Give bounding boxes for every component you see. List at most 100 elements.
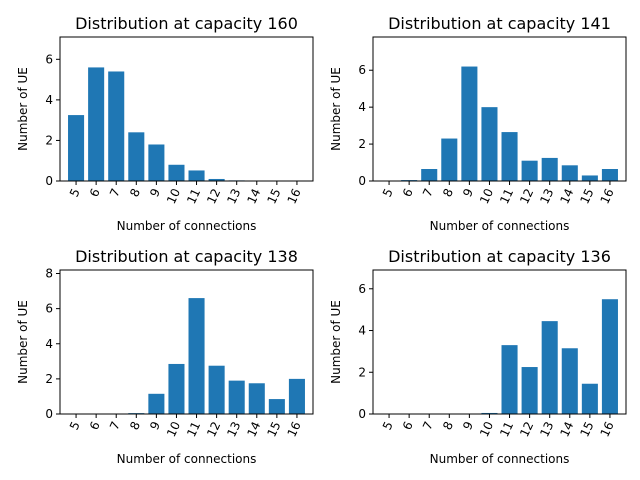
x-tick-label: 10 <box>164 186 183 206</box>
bar-7 <box>108 71 125 181</box>
bar-14 <box>248 383 265 414</box>
x-tick-label: 7 <box>420 419 436 432</box>
axes-frame <box>59 269 314 415</box>
x-axis-label: Number of connections <box>430 219 570 233</box>
x-axis-label: Number of connections <box>117 219 257 233</box>
x-tick-label: 8 <box>440 186 456 199</box>
y-tick-label: 2 <box>358 365 366 379</box>
x-tick-label: 9 <box>460 186 476 199</box>
y-axis-label: Number of UE <box>16 300 30 384</box>
x-tick-label: 16 <box>598 419 617 439</box>
x-tick-label: 5 <box>67 186 83 199</box>
x-tick-label: 5 <box>67 419 83 432</box>
bar-8 <box>441 138 458 181</box>
x-tick-label: 13 <box>224 186 243 206</box>
y-tick-label: 0 <box>45 407 53 421</box>
x-tick-label: 16 <box>285 186 304 206</box>
y-tick-label: 0 <box>45 174 53 188</box>
y-axis-label: Number of UE <box>329 300 343 384</box>
bar-6 <box>88 67 105 181</box>
bar-14 <box>561 165 578 181</box>
chart-title: Distribution at capacity 136 <box>388 247 611 266</box>
x-tick-label: 15 <box>577 186 596 206</box>
x-tick-label: 6 <box>400 419 416 432</box>
bar-11 <box>501 345 518 414</box>
bar-7 <box>421 169 438 181</box>
x-tick-label: 10 <box>164 419 183 439</box>
x-tick-label: 9 <box>147 186 163 199</box>
y-tick-label: 2 <box>358 137 366 151</box>
bar-9 <box>148 144 165 181</box>
x-tick-label: 11 <box>184 186 203 206</box>
chart-title: Distribution at capacity 141 <box>388 14 611 33</box>
y-tick-label: 2 <box>45 372 53 386</box>
x-tick-label: 12 <box>204 419 223 439</box>
bar-13 <box>541 157 558 181</box>
x-tick-label: 7 <box>107 186 123 199</box>
x-tick-label: 15 <box>264 419 283 439</box>
bar-9 <box>461 66 478 181</box>
x-tick-label: 8 <box>440 419 456 432</box>
y-tick-label: 0 <box>358 174 366 188</box>
y-tick-label: 2 <box>45 133 53 147</box>
y-tick-label: 4 <box>45 93 53 107</box>
bar-16 <box>601 169 618 181</box>
bar-9 <box>148 393 165 414</box>
y-tick-label: 6 <box>358 282 366 296</box>
x-tick-label: 10 <box>477 419 496 439</box>
bar-12 <box>521 160 538 181</box>
x-tick-label: 15 <box>577 419 596 439</box>
x-tick-label: 10 <box>477 186 496 206</box>
bar-11 <box>188 298 205 414</box>
x-tick-label: 16 <box>598 186 617 206</box>
x-tick-label: 6 <box>87 419 103 432</box>
bar-13 <box>228 380 245 414</box>
chart-title: Distribution at capacity 138 <box>75 247 298 266</box>
y-tick-label: 6 <box>45 302 53 316</box>
x-tick-label: 6 <box>400 186 416 199</box>
x-tick-label: 5 <box>380 186 396 199</box>
bar-11 <box>501 132 518 181</box>
bar-12 <box>521 367 538 414</box>
bar-15 <box>581 383 598 414</box>
x-tick-label: 7 <box>107 419 123 432</box>
x-tick-label: 13 <box>224 419 243 439</box>
y-tick-label: 4 <box>358 324 366 338</box>
x-tick-label: 9 <box>147 419 163 432</box>
x-tick-label: 9 <box>460 419 476 432</box>
x-axis-label: Number of connections <box>430 452 570 466</box>
axes-frame <box>372 269 627 415</box>
bar-10 <box>168 363 185 414</box>
y-tick-label: 0 <box>358 407 366 421</box>
x-tick-label: 11 <box>497 419 516 439</box>
bar-15 <box>581 175 598 181</box>
bar-12 <box>208 365 225 414</box>
y-tick-label: 4 <box>358 100 366 114</box>
bar-10 <box>168 164 185 181</box>
bar-16 <box>601 299 618 414</box>
bar-11 <box>188 170 205 181</box>
bar-14 <box>561 348 578 414</box>
x-tick-label: 11 <box>497 186 516 206</box>
x-tick-label: 12 <box>204 186 223 206</box>
x-axis-label: Number of connections <box>117 452 257 466</box>
bar-8 <box>128 132 145 181</box>
x-tick-label: 8 <box>127 419 143 432</box>
x-tick-label: 8 <box>127 186 143 199</box>
bar-10 <box>481 412 498 414</box>
y-tick-label: 4 <box>45 337 53 351</box>
bar-15 <box>268 399 285 414</box>
x-tick-label: 13 <box>537 419 556 439</box>
x-tick-label: 12 <box>517 186 536 206</box>
x-tick-label: 14 <box>244 186 263 206</box>
y-axis-label: Number of UE <box>16 67 30 151</box>
y-tick-label: 6 <box>45 52 53 66</box>
x-tick-label: 7 <box>420 186 436 199</box>
x-tick-label: 14 <box>557 419 576 439</box>
x-tick-label: 13 <box>537 186 556 206</box>
x-tick-label: 11 <box>184 419 203 439</box>
